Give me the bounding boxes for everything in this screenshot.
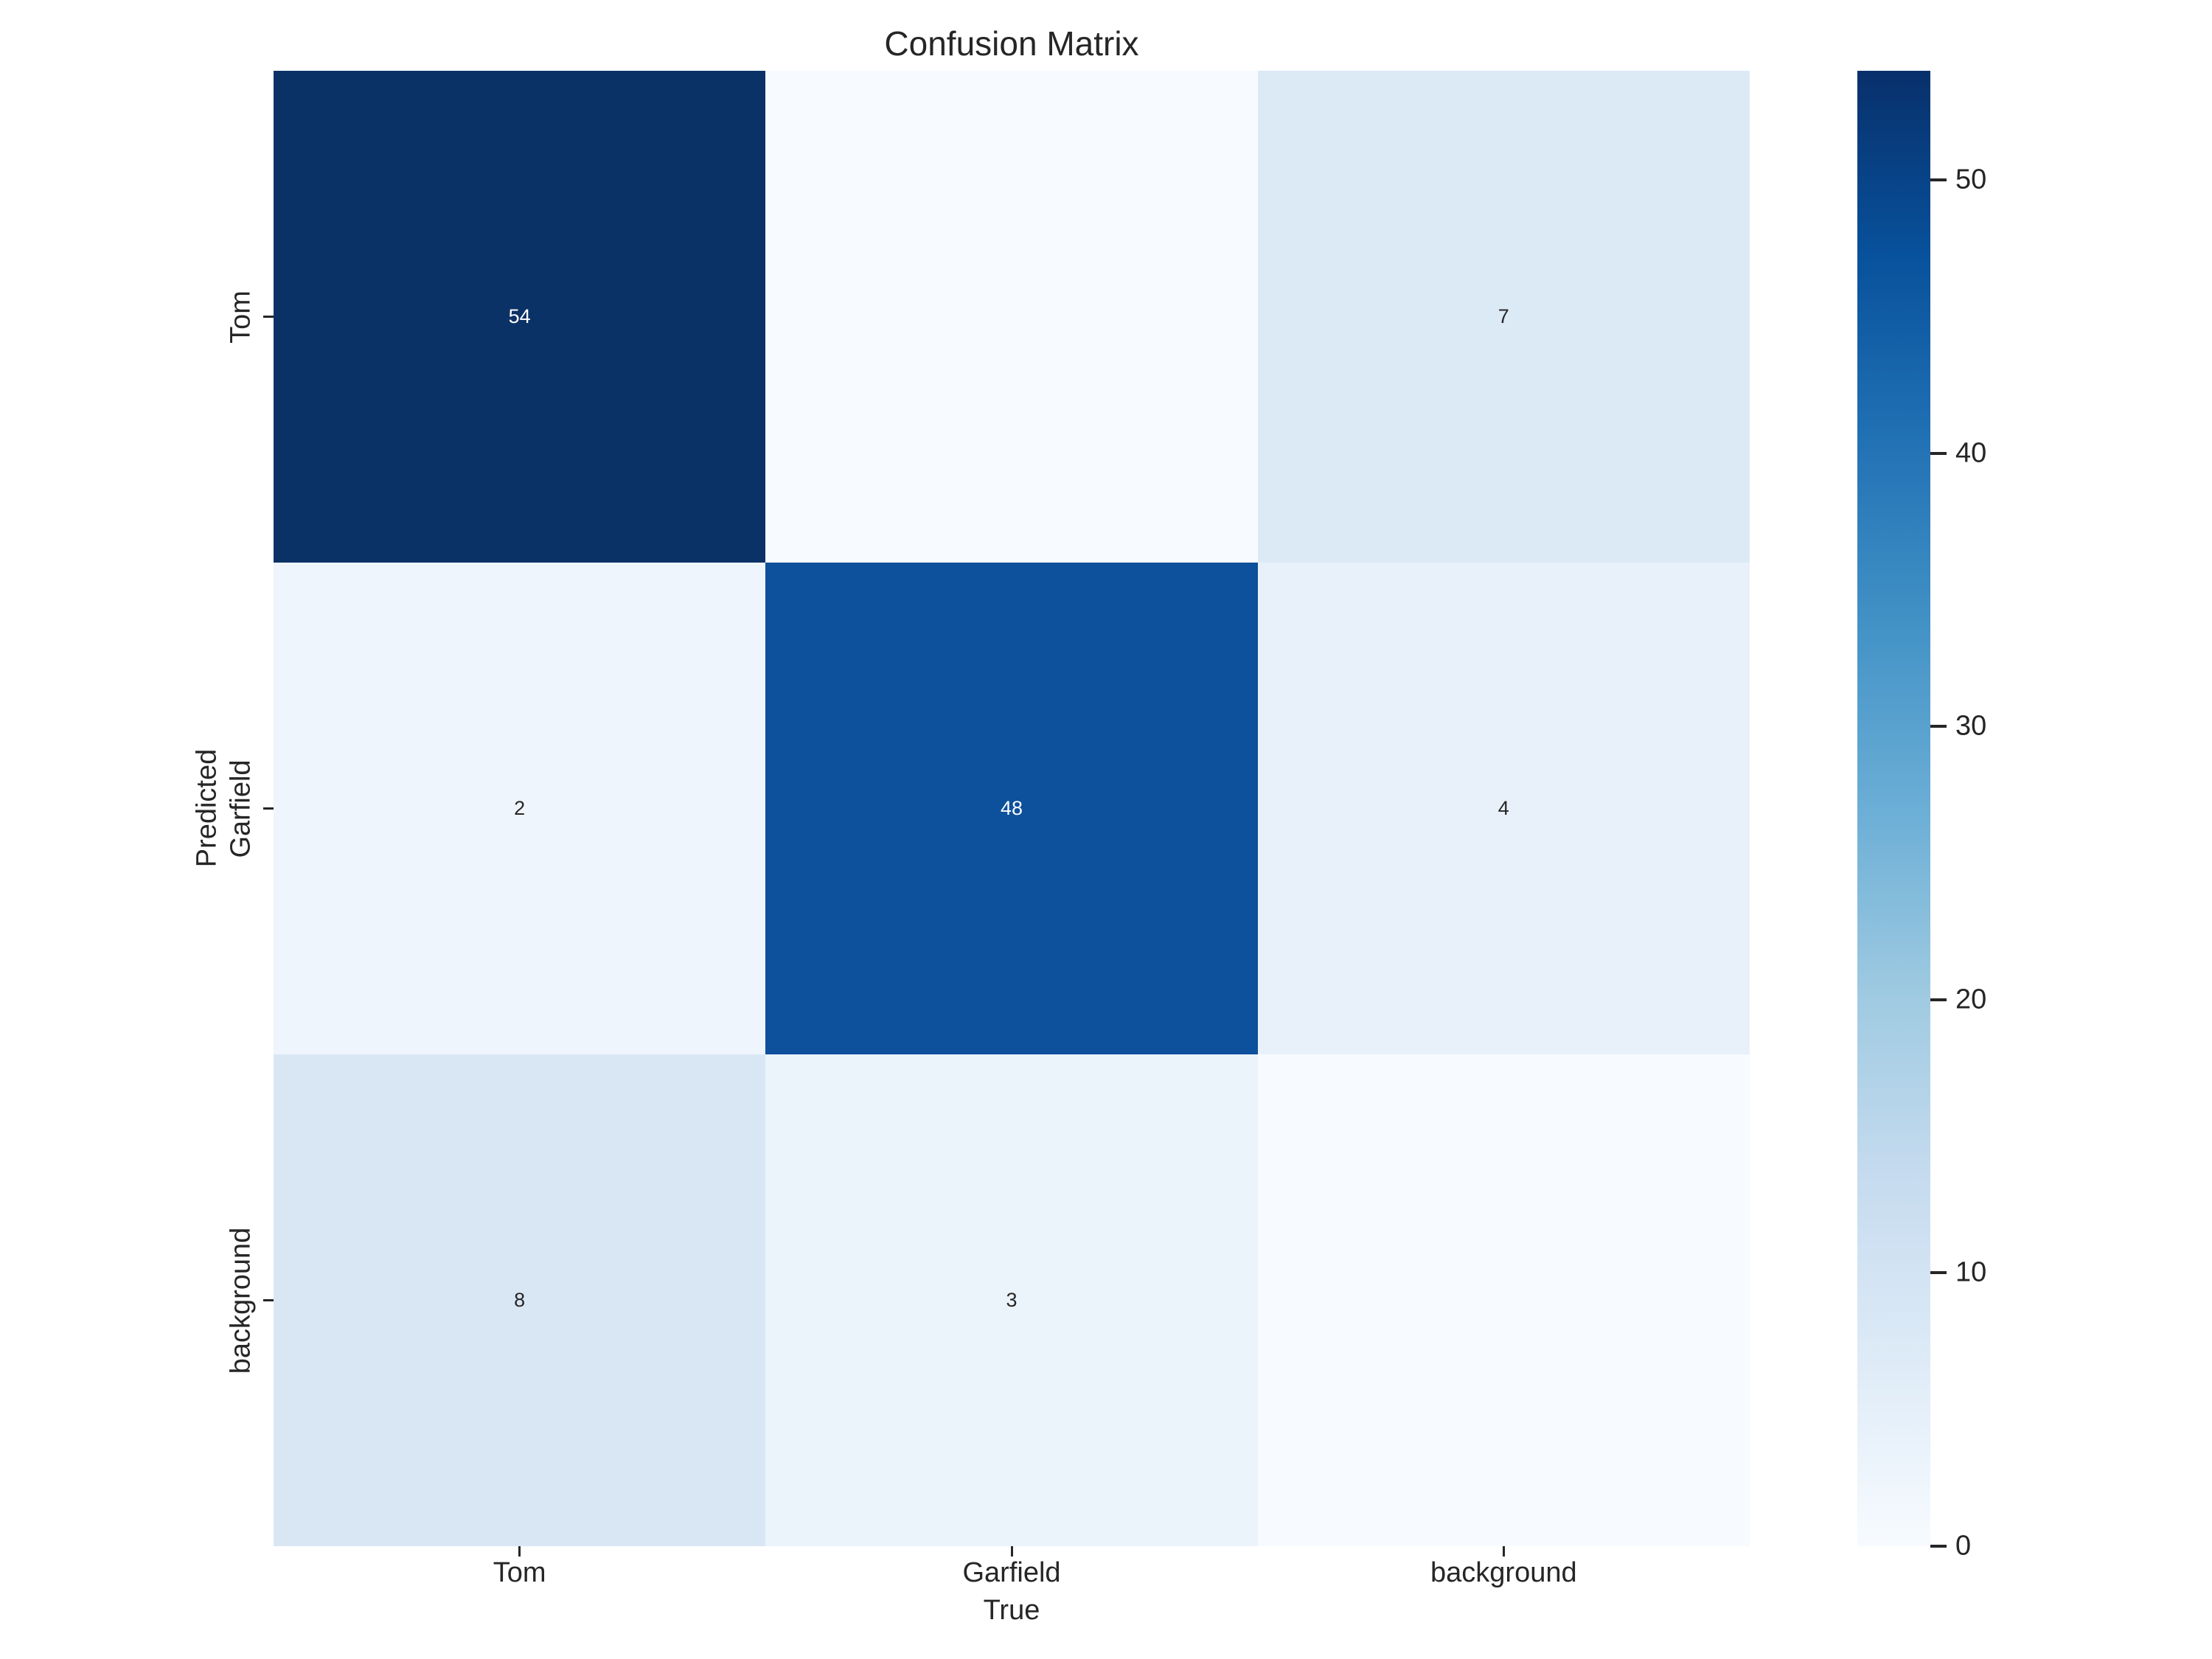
x-tick-mark <box>1010 1546 1013 1557</box>
x-axis-label: True <box>983 1595 1040 1626</box>
colorbar-tick-mark <box>1930 1545 1947 1548</box>
x-tick-label-Tom: Tom <box>493 1557 546 1588</box>
heatmap-cell-Garfield-Tom: 2 <box>274 563 766 1054</box>
heatmap-cell-Garfield-Garfield: 48 <box>765 563 1258 1054</box>
heatmap-cell-background-Garfield: 3 <box>765 1054 1258 1546</box>
x-tick-mark <box>1502 1546 1505 1557</box>
chart-title: Confusion Matrix <box>884 24 1139 63</box>
heatmap-grid: 54 7 2 48 4 8 3 <box>274 71 1750 1546</box>
colorbar-tick-mark <box>1930 1271 1947 1275</box>
cell-annotation: 4 <box>1498 797 1509 819</box>
cell-annotation: 54 <box>508 305 531 327</box>
heatmap-cell-Garfield-background: 4 <box>1257 563 1750 1054</box>
heatmap-cell-Tom-Tom: 54 <box>274 71 766 563</box>
x-tick-mark <box>518 1546 521 1557</box>
y-tick-label-Garfield: Garfield <box>225 759 257 858</box>
cell-annotation: 8 <box>514 1289 526 1311</box>
colorbar-tick-label-20: 20 <box>1955 984 1987 1015</box>
colorbar-tick-mark <box>1930 998 1947 1001</box>
heatmap-cell-background-background <box>1257 1054 1750 1546</box>
y-tick-mark <box>263 807 274 810</box>
colorbar-tick-label-50: 50 <box>1955 164 1987 195</box>
colorbar-tick-label-30: 30 <box>1955 710 1987 742</box>
colorbar-tick-label-0: 0 <box>1955 1530 1972 1562</box>
colorbar-tick-mark <box>1930 178 1947 182</box>
colorbar-tick-mark <box>1930 451 1947 455</box>
colorbar-gradient <box>1857 71 1930 1546</box>
cell-annotation: 7 <box>1498 305 1509 327</box>
cell-annotation: 48 <box>1000 797 1023 819</box>
colorbar-tick-label-10: 10 <box>1955 1256 1987 1288</box>
y-tick-mark <box>263 316 274 318</box>
cell-annotation: 3 <box>1006 1289 1018 1311</box>
x-tick-label-background: background <box>1430 1557 1577 1588</box>
y-axis-label: Predicted <box>191 748 223 868</box>
heatmap-cell-Tom-background: 7 <box>1257 71 1750 563</box>
y-tick-label-background: background <box>225 1227 257 1374</box>
y-tick-mark <box>263 1299 274 1301</box>
x-tick-label-Garfield: Garfield <box>962 1557 1061 1588</box>
heatmap-cell-background-Tom: 8 <box>274 1054 766 1546</box>
cell-annotation: 2 <box>514 797 526 819</box>
y-tick-label-Tom: Tom <box>225 290 257 344</box>
colorbar-tick-label-40: 40 <box>1955 437 1987 469</box>
colorbar-tick-mark <box>1930 725 1947 728</box>
heatmap-cell-Tom-Garfield <box>765 71 1258 563</box>
